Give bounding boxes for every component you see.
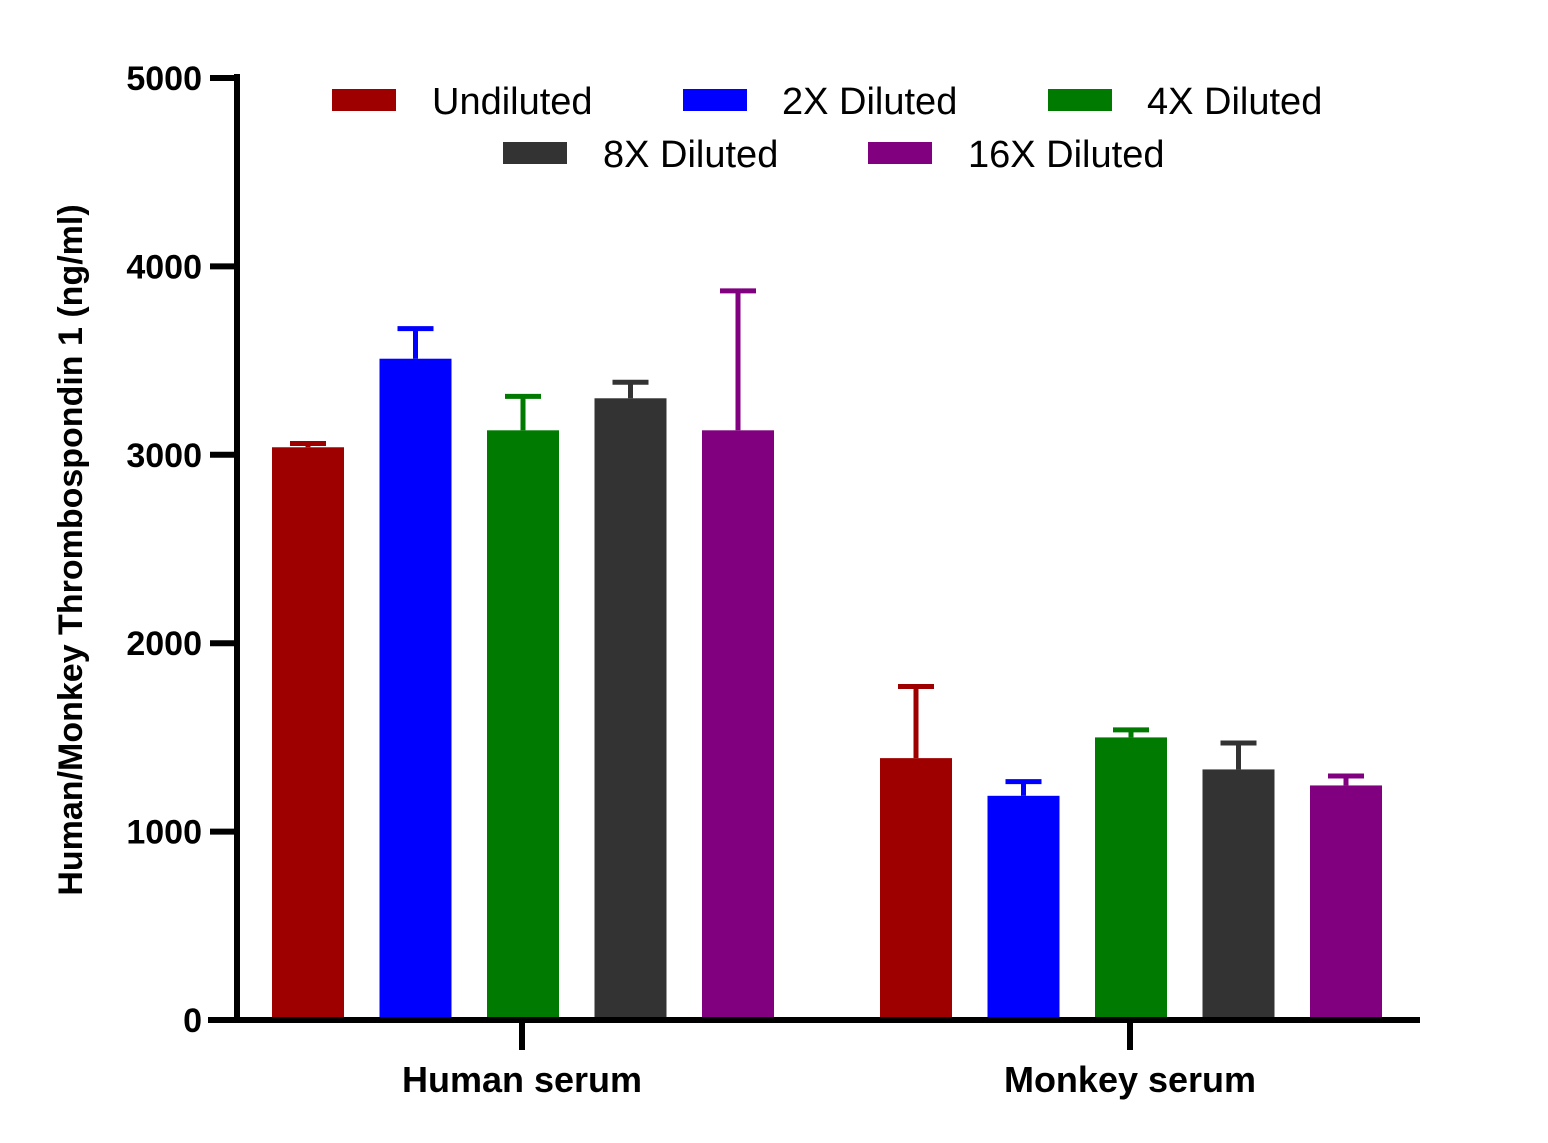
y-tick-label: 1000 (126, 814, 202, 852)
legend-label: 16X Diluted (968, 134, 1164, 176)
axes (208, 74, 1420, 1023)
legend-label: Undiluted (432, 81, 593, 123)
legend: Undiluted 2X Diluted 4X Diluted 8X Diluted 1… (332, 81, 1322, 176)
y-tick-label: 2000 (126, 625, 202, 663)
legend-swatch (332, 89, 396, 111)
x-categories: Human serum Monkey serum (402, 1020, 1256, 1100)
legend-label: 2X Diluted (782, 81, 957, 123)
error-bars-layer (290, 288, 1364, 796)
bar (487, 430, 559, 1021)
bar (1095, 737, 1167, 1020)
bar (594, 398, 667, 1020)
y-tick-label: 4000 (126, 248, 202, 286)
bars-layer (272, 358, 1382, 1021)
y-tick-label: 3000 (126, 437, 202, 475)
bar (702, 430, 774, 1021)
y-axis-title: Human/Monkey Thrombospondin 1 (ng/ml) (52, 204, 90, 895)
bar (880, 758, 952, 1020)
x-category-label: Human serum (402, 1059, 642, 1100)
bar (1310, 785, 1382, 1020)
legend-label: 4X Diluted (1147, 81, 1322, 123)
y-tick-label: 5000 (126, 60, 202, 98)
y-tick-label: 0 (183, 1002, 202, 1040)
legend-swatch (868, 142, 932, 164)
bar (379, 358, 452, 1020)
bar (272, 447, 344, 1020)
legend-swatch (503, 142, 567, 164)
legend-swatch (1048, 89, 1112, 111)
bar (1202, 769, 1275, 1020)
x-category-label: Monkey serum (1004, 1059, 1256, 1100)
legend-label: 8X Diluted (603, 134, 778, 176)
bar (987, 795, 1060, 1020)
legend-swatch (683, 89, 747, 111)
y-ticks: 0 1000 2000 3000 4000 5000 (126, 60, 237, 1040)
